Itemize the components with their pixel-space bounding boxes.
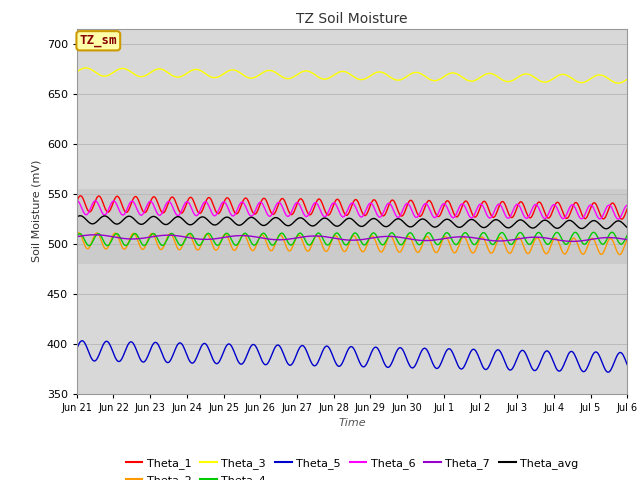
Theta_5 xyxy=(604,369,612,375)
Theta_1 xyxy=(420,208,428,214)
Theta_2 xyxy=(225,238,233,243)
Theta_5 xyxy=(84,346,92,352)
Theta_avg xyxy=(76,213,84,218)
Theta_2 xyxy=(73,231,81,237)
Theta_1 xyxy=(623,206,631,212)
Theta_7 xyxy=(569,239,577,244)
Theta_1 xyxy=(618,216,626,222)
Theta_6 xyxy=(140,211,147,216)
Theta_4 xyxy=(420,237,428,242)
Theta_avg xyxy=(84,218,92,224)
Theta_7 xyxy=(436,237,444,242)
Line: Theta_3: Theta_3 xyxy=(77,68,627,83)
Theta_3 xyxy=(614,80,622,86)
Theta_5 xyxy=(420,346,428,351)
Theta_7 xyxy=(73,234,81,240)
Theta_7 xyxy=(196,236,204,242)
Line: Theta_7: Theta_7 xyxy=(77,235,627,241)
Theta_6 xyxy=(195,209,203,215)
Theta_2 xyxy=(436,245,444,251)
Theta_3 xyxy=(420,72,428,78)
Theta_1 xyxy=(436,213,444,219)
Theta_4 xyxy=(196,242,204,248)
Theta_4 xyxy=(608,229,616,235)
Theta_avg xyxy=(420,216,428,222)
Bar xyxy=(77,189,627,264)
Text: TZ_sm: TZ_sm xyxy=(79,34,117,47)
Theta_6 xyxy=(83,212,91,217)
X-axis label: Time: Time xyxy=(338,418,366,428)
Theta_3 xyxy=(225,68,233,73)
Theta_5 xyxy=(436,363,444,369)
Theta_5 xyxy=(623,362,631,368)
Legend: Theta_1, Theta_2, Theta_3, Theta_4, Theta_5, Theta_6, Theta_7, Theta_avg: Theta_1, Theta_2, Theta_3, Theta_4, Thet… xyxy=(121,454,583,480)
Theta_4 xyxy=(83,241,91,247)
Line: Theta_5: Theta_5 xyxy=(77,341,627,372)
Theta_3 xyxy=(623,76,631,82)
Theta_3 xyxy=(82,65,90,71)
Theta_4 xyxy=(140,242,148,248)
Theta_1 xyxy=(77,193,84,199)
Theta_avg xyxy=(436,222,444,228)
Title: TZ Soil Moisture: TZ Soil Moisture xyxy=(296,12,408,26)
Theta_5 xyxy=(225,341,233,347)
Theta_avg xyxy=(623,225,631,230)
Theta_7 xyxy=(420,238,428,243)
Theta_avg xyxy=(140,220,148,226)
Theta_7 xyxy=(140,235,148,241)
Theta_6 xyxy=(225,206,232,212)
Theta_4 xyxy=(85,243,93,249)
Line: Theta_avg: Theta_avg xyxy=(77,216,627,229)
Theta_3 xyxy=(73,69,81,75)
Theta_7 xyxy=(225,234,233,240)
Theta_2 xyxy=(616,252,623,257)
Theta_avg xyxy=(603,226,611,232)
Theta_5 xyxy=(73,346,81,351)
Theta_6 xyxy=(614,216,622,222)
Theta_5 xyxy=(140,359,148,365)
Theta_4 xyxy=(623,232,631,238)
Line: Theta_1: Theta_1 xyxy=(77,196,627,219)
Theta_6 xyxy=(435,209,443,215)
Theta_4 xyxy=(436,240,444,246)
Theta_5 xyxy=(78,338,86,344)
Theta_2 xyxy=(74,230,82,236)
Theta_6 xyxy=(419,204,427,209)
Theta_1 xyxy=(225,196,233,202)
Theta_1 xyxy=(73,198,81,204)
Theta_3 xyxy=(196,68,204,73)
Theta_2 xyxy=(623,237,631,243)
Theta_2 xyxy=(140,246,148,252)
Theta_avg xyxy=(196,215,204,220)
Theta_7 xyxy=(623,237,631,242)
Theta_1 xyxy=(196,210,204,216)
Theta_6 xyxy=(623,203,631,208)
Theta_2 xyxy=(84,246,92,252)
Theta_7 xyxy=(83,232,91,238)
Theta_2 xyxy=(196,245,204,251)
Theta_3 xyxy=(436,76,444,82)
Line: Theta_6: Theta_6 xyxy=(77,201,627,219)
Theta_6 xyxy=(73,198,81,204)
Line: Theta_2: Theta_2 xyxy=(77,233,627,254)
Theta_avg xyxy=(225,215,233,221)
Theta_3 xyxy=(84,65,92,71)
Y-axis label: Soil Moisture (mV): Soil Moisture (mV) xyxy=(31,160,41,263)
Theta_avg xyxy=(73,214,81,220)
Theta_5 xyxy=(196,346,204,352)
Theta_7 xyxy=(91,232,99,238)
Theta_4 xyxy=(225,232,233,238)
Theta_4 xyxy=(73,234,81,240)
Theta_1 xyxy=(140,210,148,216)
Theta_2 xyxy=(420,239,428,244)
Theta_3 xyxy=(140,73,148,79)
Theta_1 xyxy=(84,207,92,213)
Line: Theta_4: Theta_4 xyxy=(77,232,627,246)
